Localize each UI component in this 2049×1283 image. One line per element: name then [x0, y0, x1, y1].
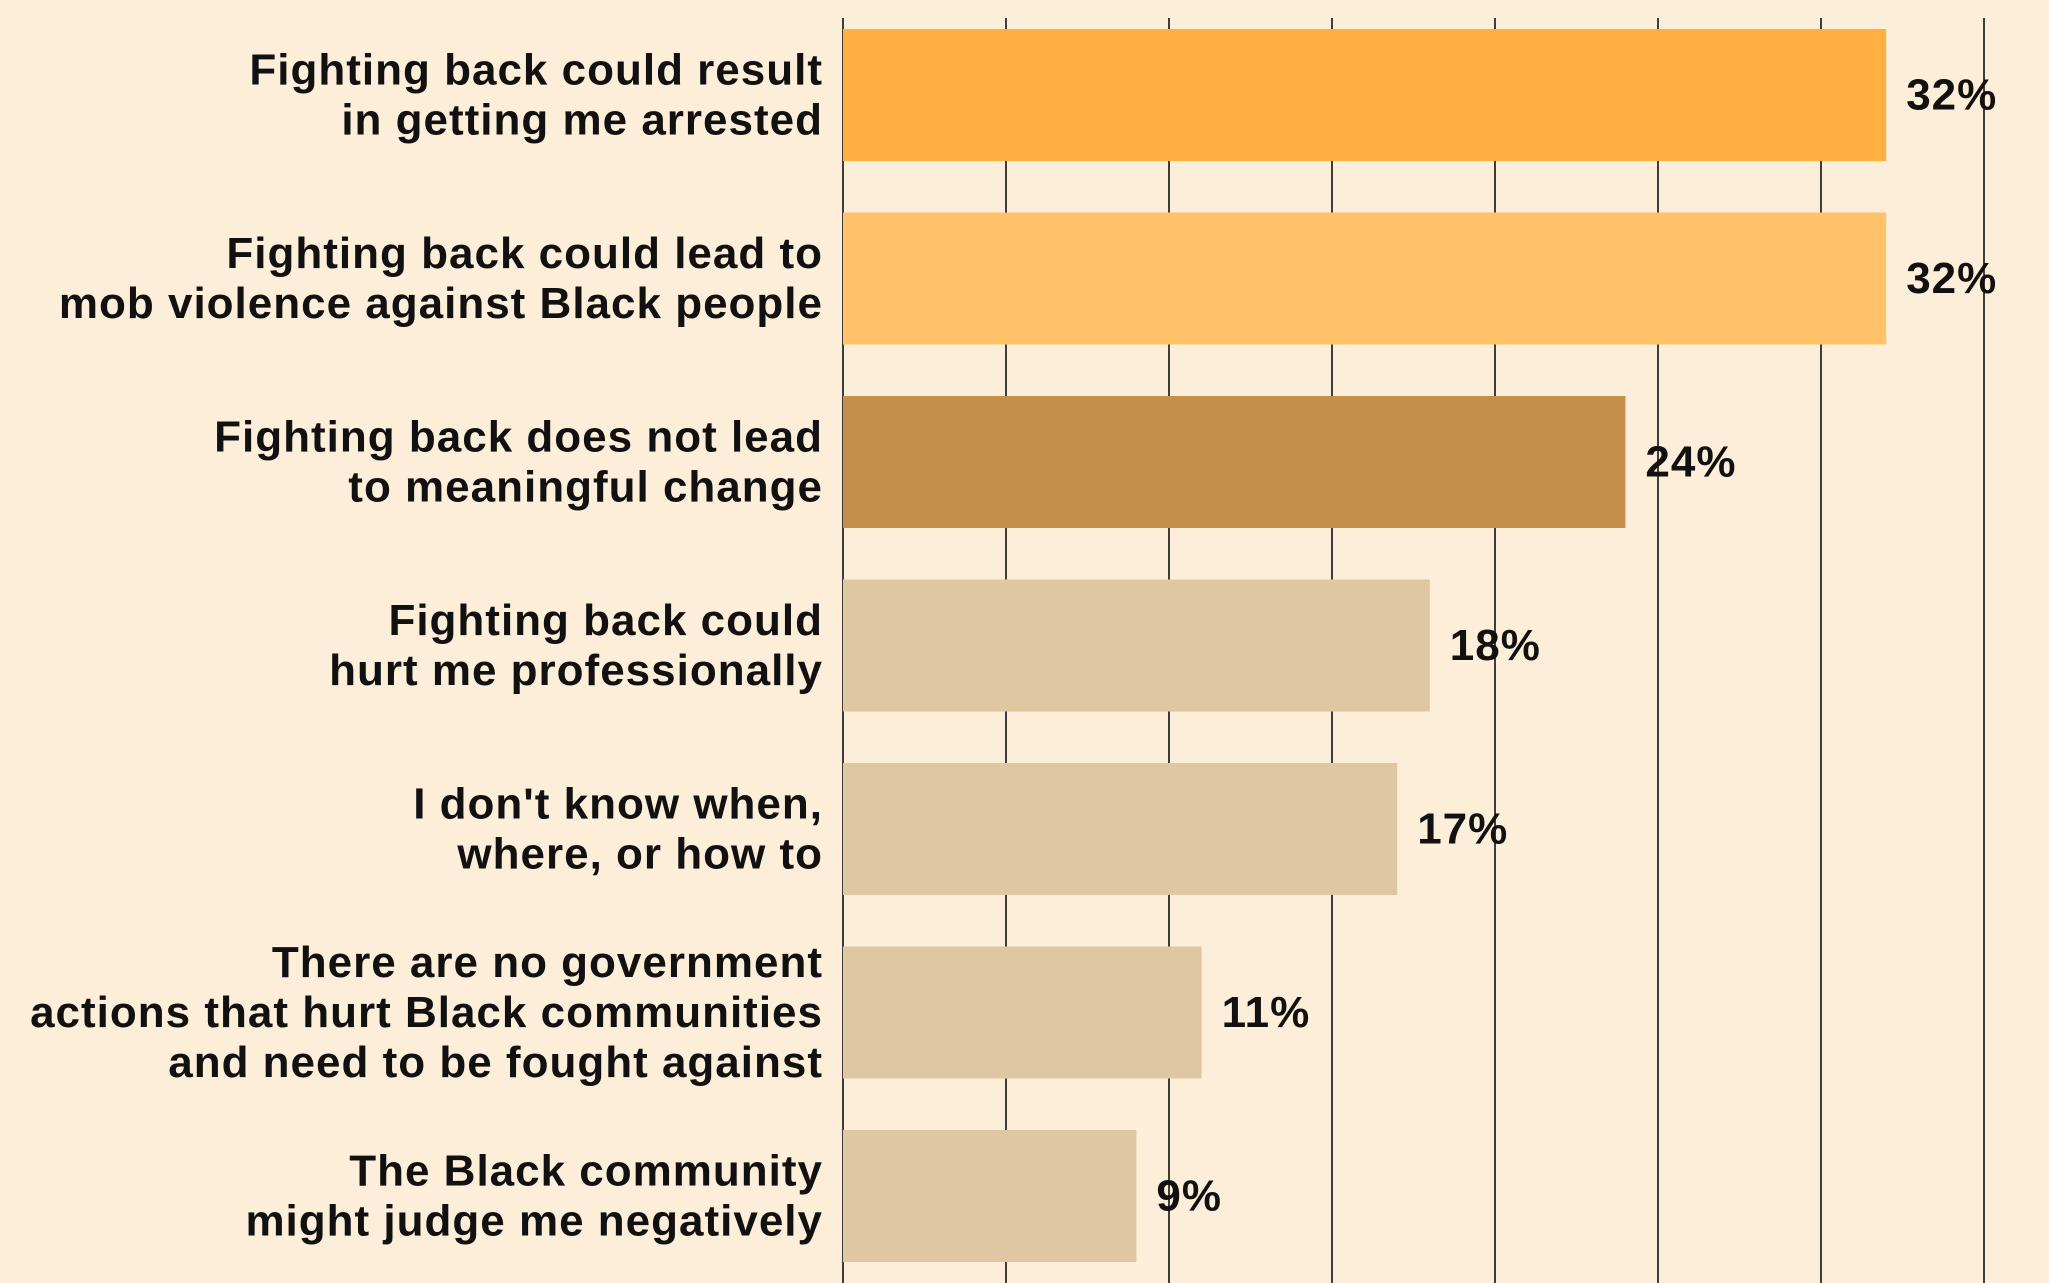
category-label: might judge me negatively [245, 1197, 823, 1246]
bar [843, 212, 1887, 345]
category-label: actions that hurt Black communities [30, 988, 823, 1037]
bar [843, 946, 1202, 1079]
value-label: 18% [1450, 621, 1541, 670]
category-label: where, or how to [456, 830, 823, 879]
bars [843, 29, 1887, 1262]
category-label: There are no government [272, 938, 823, 987]
value-label: 32% [1906, 71, 1997, 120]
category-label: Fighting back could [388, 596, 823, 645]
category-label: hurt me professionally [329, 646, 823, 695]
value-label: 24% [1645, 438, 1736, 487]
category-label: Fighting back could lead to [226, 229, 823, 278]
value-label: 17% [1417, 805, 1508, 854]
category-label: The Black community [349, 1147, 823, 1196]
category-label: mob violence against Black people [59, 279, 823, 328]
category-label: and need to be fought against [168, 1038, 823, 1087]
value-label: 9% [1156, 1172, 1222, 1221]
category-label: Fighting back does not lead [214, 413, 823, 462]
value-label: 11% [1222, 988, 1311, 1037]
category-label: in getting me arrested [341, 96, 823, 145]
category-label: to meaningful change [348, 463, 823, 512]
bar [843, 763, 1398, 895]
category-label: Fighting back could result [249, 46, 823, 95]
category-label: I don't know when, [413, 780, 823, 829]
value-label: 32% [1906, 254, 1997, 303]
bar [843, 29, 1887, 161]
bar [843, 579, 1430, 712]
bar [843, 396, 1626, 528]
bar [843, 1130, 1137, 1262]
value-labels: 32% 32% 24% 18% 17% 11% 9% [1156, 71, 1997, 1221]
